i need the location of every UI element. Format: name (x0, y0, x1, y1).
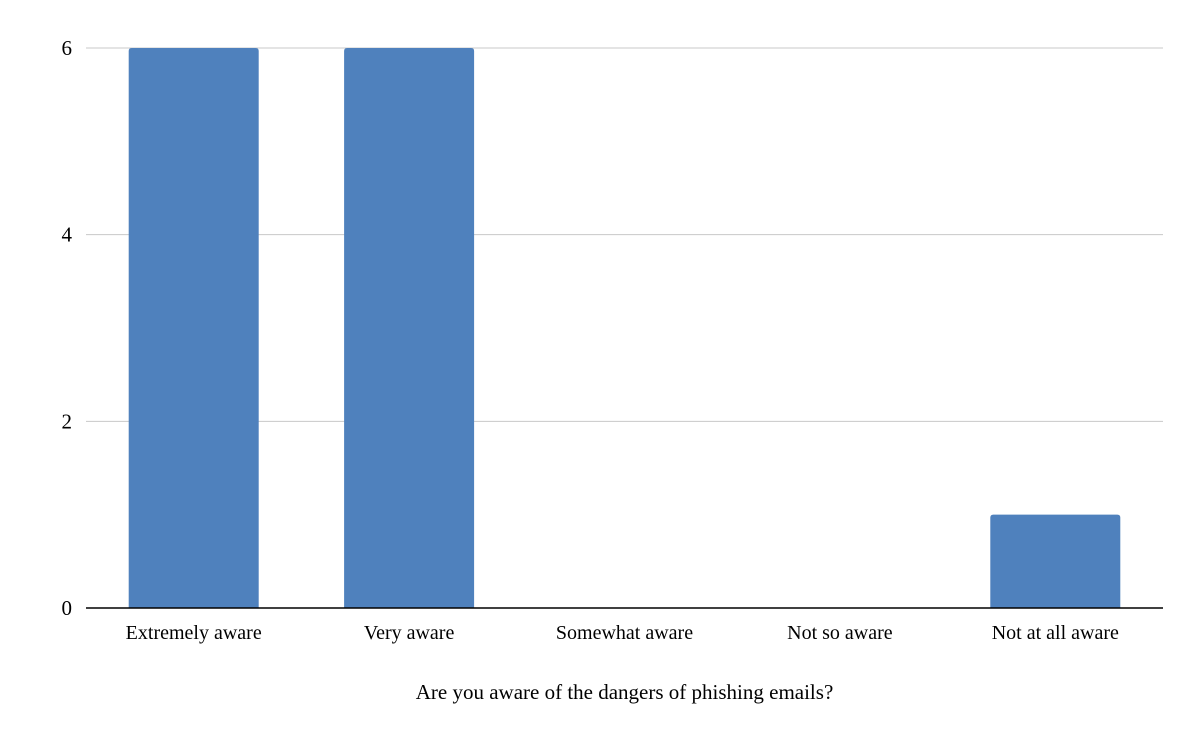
x-axis-categories: Extremely aware Very aware Somewhat aware N… (126, 622, 1119, 644)
x-category-label: Somewhat aware (556, 622, 693, 644)
bar (990, 514, 1121, 608)
y-tick-label: 0 (62, 596, 73, 620)
bar (344, 48, 475, 608)
x-category-label: Extremely aware (126, 622, 262, 644)
y-tick-label: 2 (62, 409, 73, 433)
gridlines (86, 47, 1163, 422)
bars (128, 48, 1121, 608)
y-axis-ticks: 0 2 4 6 (62, 36, 73, 620)
x-category-label: Not so aware (787, 622, 893, 644)
y-tick-label: 4 (62, 223, 73, 247)
x-category-label: Very aware (364, 622, 455, 644)
x-category-label: Not at all aware (992, 622, 1119, 644)
y-tick-label: 6 (62, 36, 73, 60)
bar (128, 48, 259, 608)
x-axis-title: Are you aware of the dangers of phishing… (416, 680, 834, 704)
